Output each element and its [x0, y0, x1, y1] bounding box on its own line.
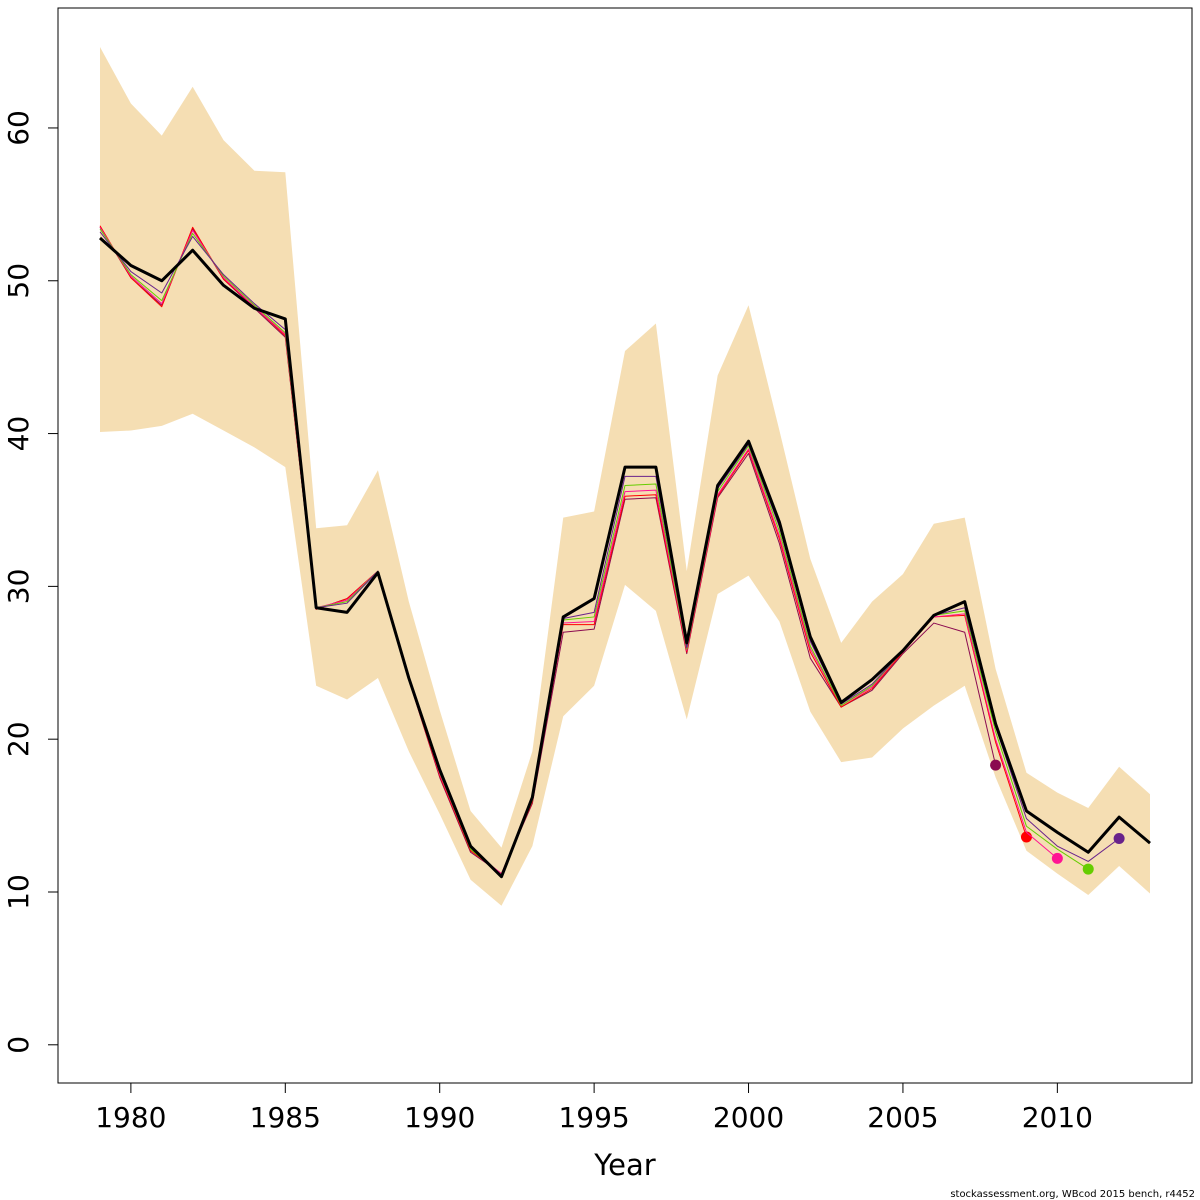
retro-end-point: [990, 759, 1002, 771]
retro-end-point: [1020, 831, 1032, 843]
y-tick-label: 60: [2, 110, 35, 146]
x-tick-label: 1980: [95, 1101, 166, 1134]
x-tick-label: 1985: [250, 1101, 321, 1134]
x-tick-label: 1990: [404, 1101, 475, 1134]
x-axis-label: Year: [593, 1148, 655, 1182]
y-tick-label: 10: [2, 874, 35, 910]
x-tick-label: 2005: [867, 1101, 938, 1134]
y-tick-label: 20: [2, 721, 35, 757]
main-line: [99, 236, 1151, 879]
x-tick-label: 2000: [713, 1101, 784, 1134]
y-tick-label: 30: [2, 569, 35, 605]
footnote: stockassessment.org, WBcod 2015 bench, r…: [950, 1189, 1195, 1200]
y-tick-label: 0: [2, 1036, 35, 1054]
y-tick-label: 50: [2, 263, 35, 299]
retro-end-point: [1051, 852, 1063, 864]
x-tick-label: 2010: [1022, 1101, 1093, 1134]
retro-end-point: [1082, 863, 1094, 875]
y-tick-label: 40: [2, 416, 35, 452]
retro-line: [99, 231, 1120, 876]
retro-end-point: [1113, 833, 1125, 845]
plot-frame: [57, 7, 1193, 1084]
x-tick-label: 1995: [558, 1101, 629, 1134]
